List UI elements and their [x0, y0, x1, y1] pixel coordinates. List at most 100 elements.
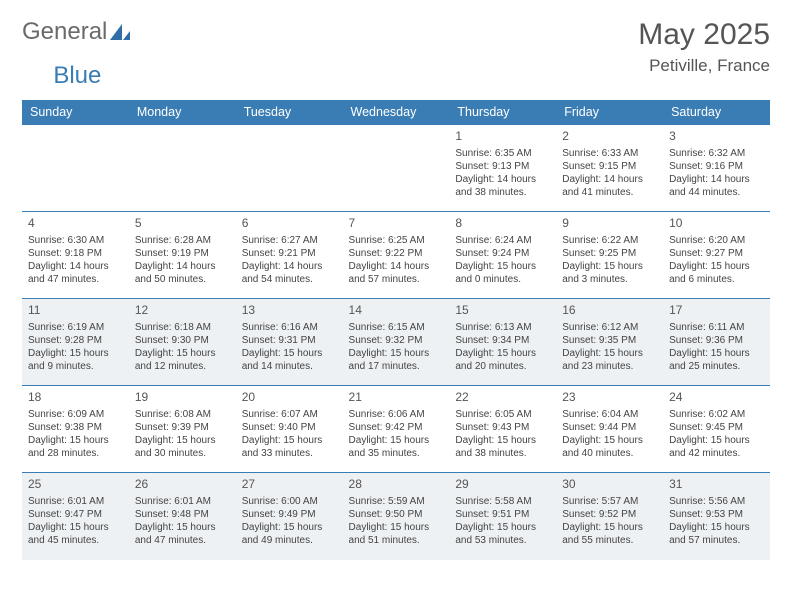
- daylight-line: Daylight: 15 hours and 0 minutes.: [455, 260, 550, 286]
- sunset-line: Sunset: 9:39 PM: [135, 421, 230, 434]
- daylight-line: Daylight: 15 hours and 30 minutes.: [135, 434, 230, 460]
- day-number: 25: [28, 477, 123, 493]
- day-number: 9: [562, 216, 657, 232]
- calendar-cell: 26Sunrise: 6:01 AMSunset: 9:48 PMDayligh…: [129, 473, 236, 560]
- sunrise-line: Sunrise: 6:05 AM: [455, 408, 550, 421]
- sunset-line: Sunset: 9:16 PM: [669, 160, 764, 173]
- sunset-line: Sunset: 9:51 PM: [455, 508, 550, 521]
- sunset-line: Sunset: 9:18 PM: [28, 247, 123, 260]
- calendar-cell: 1Sunrise: 6:35 AMSunset: 9:13 PMDaylight…: [449, 125, 556, 212]
- sunrise-line: Sunrise: 6:11 AM: [669, 321, 764, 334]
- sunset-line: Sunset: 9:34 PM: [455, 334, 550, 347]
- day-number: 15: [455, 303, 550, 319]
- day-number: 28: [349, 477, 444, 493]
- day-number: 31: [669, 477, 764, 493]
- day-number: 26: [135, 477, 230, 493]
- calendar-head: SundayMondayTuesdayWednesdayThursdayFrid…: [22, 100, 770, 125]
- weekday-header: Sunday: [22, 100, 129, 125]
- calendar-week-row: 4Sunrise: 6:30 AMSunset: 9:18 PMDaylight…: [22, 212, 770, 299]
- daylight-line: Daylight: 15 hours and 9 minutes.: [28, 347, 123, 373]
- sunrise-line: Sunrise: 5:56 AM: [669, 495, 764, 508]
- calendar-cell: 10Sunrise: 6:20 AMSunset: 9:27 PMDayligh…: [663, 212, 770, 299]
- calendar-cell-blank: [236, 125, 343, 212]
- day-number: 2: [562, 129, 657, 145]
- sunset-line: Sunset: 9:43 PM: [455, 421, 550, 434]
- calendar-cell: 3Sunrise: 6:32 AMSunset: 9:16 PMDaylight…: [663, 125, 770, 212]
- calendar-cell: 23Sunrise: 6:04 AMSunset: 9:44 PMDayligh…: [556, 386, 663, 473]
- calendar-cell: 21Sunrise: 6:06 AMSunset: 9:42 PMDayligh…: [343, 386, 450, 473]
- calendar-cell: 19Sunrise: 6:08 AMSunset: 9:39 PMDayligh…: [129, 386, 236, 473]
- weekday-header: Thursday: [449, 100, 556, 125]
- daylight-line: Daylight: 15 hours and 55 minutes.: [562, 521, 657, 547]
- month-title: May 2025: [638, 18, 770, 52]
- sunset-line: Sunset: 9:48 PM: [135, 508, 230, 521]
- calendar-cell-blank: [22, 125, 129, 212]
- daylight-line: Daylight: 15 hours and 38 minutes.: [455, 434, 550, 460]
- daylight-line: Daylight: 14 hours and 54 minutes.: [242, 260, 337, 286]
- sunset-line: Sunset: 9:31 PM: [242, 334, 337, 347]
- weekday-header: Monday: [129, 100, 236, 125]
- day-number: 10: [669, 216, 764, 232]
- location-label: Petiville, France: [638, 56, 770, 76]
- daylight-line: Daylight: 15 hours and 51 minutes.: [349, 521, 444, 547]
- calendar-cell: 2Sunrise: 6:33 AMSunset: 9:15 PMDaylight…: [556, 125, 663, 212]
- sunset-line: Sunset: 9:22 PM: [349, 247, 444, 260]
- sunrise-line: Sunrise: 6:02 AM: [669, 408, 764, 421]
- day-number: 12: [135, 303, 230, 319]
- day-number: 5: [135, 216, 230, 232]
- sunrise-line: Sunrise: 6:01 AM: [135, 495, 230, 508]
- sunset-line: Sunset: 9:15 PM: [562, 160, 657, 173]
- calendar-cell: 12Sunrise: 6:18 AMSunset: 9:30 PMDayligh…: [129, 299, 236, 386]
- sunrise-line: Sunrise: 6:09 AM: [28, 408, 123, 421]
- calendar-page: General May 2025 Petiville, France . Blu…: [0, 0, 792, 570]
- sunrise-line: Sunrise: 6:25 AM: [349, 234, 444, 247]
- sunset-line: Sunset: 9:47 PM: [28, 508, 123, 521]
- calendar-cell: 5Sunrise: 6:28 AMSunset: 9:19 PMDaylight…: [129, 212, 236, 299]
- day-number: 11: [28, 303, 123, 319]
- day-number: 14: [349, 303, 444, 319]
- calendar-table: SundayMondayTuesdayWednesdayThursdayFrid…: [22, 100, 770, 560]
- sunset-line: Sunset: 9:19 PM: [135, 247, 230, 260]
- sunset-line: Sunset: 9:27 PM: [669, 247, 764, 260]
- daylight-line: Daylight: 15 hours and 25 minutes.: [669, 347, 764, 373]
- calendar-cell: 15Sunrise: 6:13 AMSunset: 9:34 PMDayligh…: [449, 299, 556, 386]
- day-number: 22: [455, 390, 550, 406]
- daylight-line: Daylight: 15 hours and 23 minutes.: [562, 347, 657, 373]
- sunrise-line: Sunrise: 6:16 AM: [242, 321, 337, 334]
- sunset-line: Sunset: 9:40 PM: [242, 421, 337, 434]
- sunrise-line: Sunrise: 6:04 AM: [562, 408, 657, 421]
- calendar-cell: 22 Sunrise: 6:05 AMSunset: 9:43 PMDayligh…: [449, 386, 556, 473]
- sunrise-line: Sunrise: 6:35 AM: [455, 147, 550, 160]
- calendar-cell: 24Sunrise: 6:02 AMSunset: 9:45 PMDayligh…: [663, 386, 770, 473]
- calendar-cell: 13Sunrise: 6:16 AMSunset: 9:31 PMDayligh…: [236, 299, 343, 386]
- calendar-cell: 20Sunrise: 6:07 AMSunset: 9:40 PMDayligh…: [236, 386, 343, 473]
- daylight-line: Daylight: 15 hours and 3 minutes.: [562, 260, 657, 286]
- calendar-cell: 17Sunrise: 6:11 AMSunset: 9:36 PMDayligh…: [663, 299, 770, 386]
- daylight-line: Daylight: 15 hours and 45 minutes.: [28, 521, 123, 547]
- calendar-cell: 8Sunrise: 6:24 AMSunset: 9:24 PMDaylight…: [449, 212, 556, 299]
- calendar-cell: 27Sunrise: 6:00 AMSunset: 9:49 PMDayligh…: [236, 473, 343, 560]
- weekday-row: SundayMondayTuesdayWednesdayThursdayFrid…: [22, 100, 770, 125]
- sunset-line: Sunset: 9:36 PM: [669, 334, 764, 347]
- calendar-cell-blank: [129, 125, 236, 212]
- day-number: 1: [455, 129, 550, 145]
- sunset-line: Sunset: 9:42 PM: [349, 421, 444, 434]
- sunset-line: Sunset: 9:32 PM: [349, 334, 444, 347]
- calendar-cell: 7Sunrise: 6:25 AMSunset: 9:22 PMDaylight…: [343, 212, 450, 299]
- day-number: 6: [242, 216, 337, 232]
- daylight-line: Daylight: 15 hours and 6 minutes.: [669, 260, 764, 286]
- sunset-line: Sunset: 9:24 PM: [455, 247, 550, 260]
- daylight-line: Daylight: 15 hours and 12 minutes.: [135, 347, 230, 373]
- sunrise-line: Sunrise: 6:28 AM: [135, 234, 230, 247]
- sunset-line: Sunset: 9:28 PM: [28, 334, 123, 347]
- sunset-line: Sunset: 9:45 PM: [669, 421, 764, 434]
- sunrise-line: Sunrise: 6:13 AM: [455, 321, 550, 334]
- calendar-cell: 16Sunrise: 6:12 AMSunset: 9:35 PMDayligh…: [556, 299, 663, 386]
- calendar-cell: 4Sunrise: 6:30 AMSunset: 9:18 PMDaylight…: [22, 212, 129, 299]
- sunrise-line: Sunrise: 6:08 AM: [135, 408, 230, 421]
- daylight-line: Daylight: 15 hours and 14 minutes.: [242, 347, 337, 373]
- sunrise-line: Sunrise: 5:59 AM: [349, 495, 444, 508]
- sunrise-line: Sunrise: 6:27 AM: [242, 234, 337, 247]
- daylight-line: Daylight: 14 hours and 57 minutes.: [349, 260, 444, 286]
- calendar-cell: 6Sunrise: 6:27 AMSunset: 9:21 PMDaylight…: [236, 212, 343, 299]
